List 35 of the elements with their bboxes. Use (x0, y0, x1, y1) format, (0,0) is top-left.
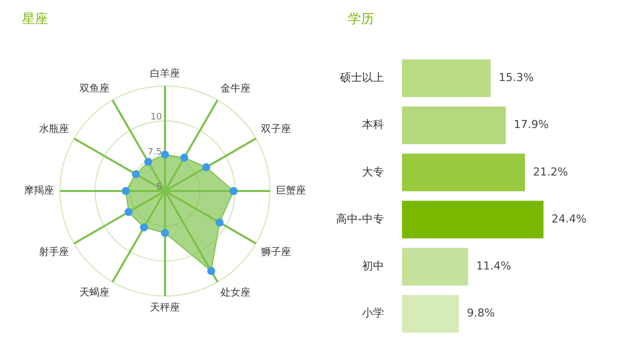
bar (402, 294, 459, 333)
spoke-label: 巨蟹座 (276, 184, 306, 197)
y-tick-label: 7.5 (148, 147, 162, 158)
spoke-label: 水瓶座 (38, 123, 69, 136)
data-label: 24.4% (552, 212, 586, 226)
y-tick-label: 10 (150, 112, 162, 122)
spoke-label: 白羊座 (150, 68, 180, 80)
spoke-label: 摩羯座 (24, 184, 54, 197)
data-label: 9.8% (466, 306, 495, 320)
y-tick-label: 小学 (362, 306, 384, 320)
bar (402, 200, 544, 238)
spoke-label: 狮子座 (261, 246, 292, 258)
spoke-label: 双鱼座 (80, 82, 110, 94)
y-tick-label: 本科 (362, 118, 384, 132)
bar (402, 248, 468, 286)
y-tick-label: 大专 (362, 165, 384, 178)
data-label: 21.2% (532, 165, 568, 178)
bar (402, 106, 506, 144)
bar (402, 154, 525, 192)
data-label: 11.4% (476, 260, 512, 273)
y-tick-label: 高中-中专 (336, 212, 384, 226)
data-label: 15.3% (498, 71, 534, 84)
data-label: 17.9% (514, 118, 549, 132)
spoke-label: 天蝎座 (80, 286, 110, 299)
spoke-label: 处女座 (220, 286, 250, 299)
chart-title: 星座 (22, 11, 48, 28)
y-tick-label: 5 (156, 182, 162, 192)
chart-title: 学历 (348, 11, 374, 28)
y-tick-label: 硕士以上 (338, 71, 384, 84)
y-tick-label: 初中 (362, 260, 384, 273)
spoke-label: 天秤座 (150, 302, 180, 314)
bar (402, 59, 491, 98)
spoke-label: 射手座 (38, 246, 69, 258)
spoke-label: 双子座 (261, 123, 292, 136)
spoke-label: 金牛座 (220, 82, 250, 94)
